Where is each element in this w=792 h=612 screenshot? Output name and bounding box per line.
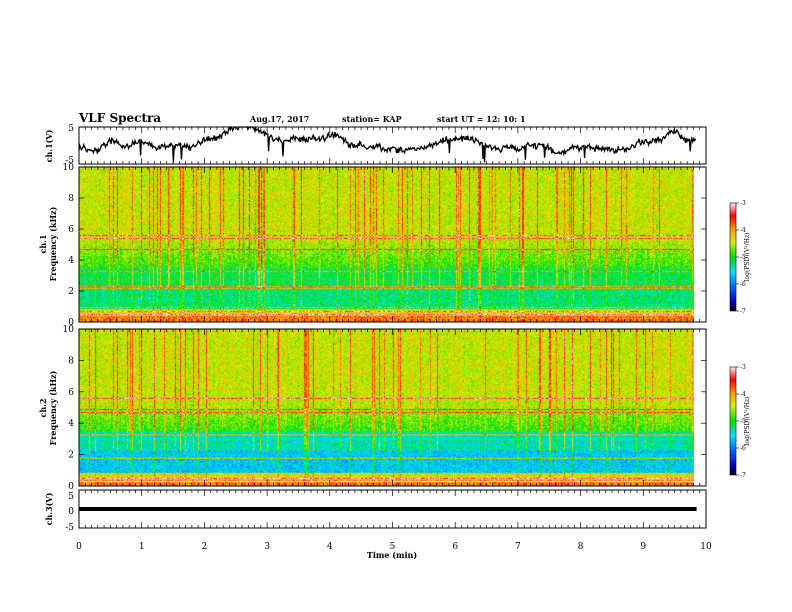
time-tick-label-1: 1: [139, 542, 145, 552]
colorbar-tick-label: -4: [740, 227, 746, 234]
colorbar-tick-label: -4: [740, 391, 746, 398]
figure-title: VLF Spectra: [78, 111, 161, 125]
ch2-colorbar: [729, 366, 737, 476]
freq-tick-label-0: 0: [68, 318, 74, 328]
time-tick-label-4: 4: [327, 542, 333, 552]
ch1-waveform-panel: 5 -5 ch.1(V): [44, 124, 707, 166]
ch3-waveform-panel: 5 0 -5 ch.3(V) 0 1 2 3 4 5 6 7 8 9 10 Time (min): [44, 489, 712, 560]
ch1-waveform-ylabel: ch.1(V): [44, 129, 54, 162]
time-tick-label-2: 2: [202, 542, 208, 552]
time-tick-label-10: 10: [700, 542, 712, 552]
ch1-spectrogram-ylabel: Frequency (kHz): [48, 206, 58, 281]
colorbar-tick-label: -6: [740, 281, 746, 288]
freq-tick-label-0: 0: [68, 482, 74, 492]
ch1-ytick-neg5: -5: [65, 156, 74, 166]
freq-tick-label-8: 8: [68, 356, 74, 366]
ch1-colorbar: [729, 202, 737, 312]
ch1-colorbar-ticks: -3 -4 -5 -6 -7: [736, 200, 746, 315]
freq-tick-label-10: 10: [63, 163, 75, 173]
ch1-spectrogram-image: [79, 167, 694, 322]
ch2-spectrogram-channel-label: ch.2: [38, 398, 48, 417]
ch2-spectrogram-image: [79, 329, 694, 486]
freq-tick-label-4: 4: [68, 419, 74, 429]
freq-tick-label-4: 4: [68, 256, 74, 266]
time-tick-label-6: 6: [452, 542, 458, 552]
time-tick-label-0: 0: [76, 542, 82, 552]
time-tick-label-9: 9: [640, 542, 646, 552]
colorbar-tick-label: -5: [740, 418, 746, 425]
colorbar-tick-label: -7: [740, 472, 746, 479]
ch3-waveform-ylabel: ch.3(V): [44, 492, 54, 525]
header-date: Aug.17, 2017: [249, 114, 309, 124]
time-tick-label-5: 5: [390, 542, 396, 552]
freq-tick-label-10: 10: [63, 325, 75, 335]
ch3-ytick-neg5: -5: [65, 523, 74, 533]
ch1-spectrogram-ticks: [78, 167, 707, 322]
time-tick-label-7: 7: [515, 542, 521, 552]
ch2-colorbar-ticks: -3 -4 -5 -6 -7: [736, 364, 746, 479]
ch1-waveform-ticks: [78, 127, 707, 164]
time-axis-ticklabels: 0 1 2 3 4 5 6 7 8 9 10: [76, 542, 712, 552]
ch3-waveform-ticks: [78, 490, 707, 528]
header-station: station= KAP: [342, 114, 402, 124]
ch1-ytick-5: 5: [68, 124, 74, 134]
freq-tick-label-6: 6: [68, 388, 74, 398]
ch1-waveform-trace: [78, 125, 697, 163]
ch1-spectrogram-yticks: 0 2 4 6 8 10: [63, 163, 706, 328]
ch2-spectrogram-yticks: 0 2 4 6 8 10: [63, 325, 706, 492]
ch1-spectrogram-channel-label: ch.1: [38, 234, 48, 253]
header-start-time: start UT = 12: 10: 1: [437, 114, 526, 124]
time-tick-label-8: 8: [578, 542, 584, 552]
time-tick-label-3: 3: [264, 542, 270, 552]
time-axis-label: Time (min): [367, 550, 417, 560]
ch1-waveform-frame: [78, 126, 707, 165]
ch1-colorbar-label: log(PSD)(V²/Hz): [744, 233, 751, 282]
freq-tick-label-2: 2: [68, 287, 74, 297]
colorbar-tick-label: -7: [740, 308, 746, 315]
freq-tick-label-8: 8: [68, 194, 74, 204]
colorbar-tick-label: -3: [740, 364, 746, 371]
ch2-spectrogram-ylabel: Frequency (kHz): [48, 370, 58, 445]
colorbar-tick-label: -5: [740, 254, 746, 261]
ch2-spectrogram-ticks: [78, 329, 707, 486]
ch3-ytick-0: 0: [68, 507, 74, 517]
colorbar-tick-label: -3: [740, 200, 746, 207]
freq-tick-label-2: 2: [68, 451, 74, 461]
ch2-colorbar-label: log(PSD)(V²/Hz): [744, 397, 751, 446]
colorbar-tick-label: -6: [740, 445, 746, 452]
ch3-ytick-5: 5: [68, 492, 74, 502]
freq-tick-label-6: 6: [68, 225, 74, 235]
